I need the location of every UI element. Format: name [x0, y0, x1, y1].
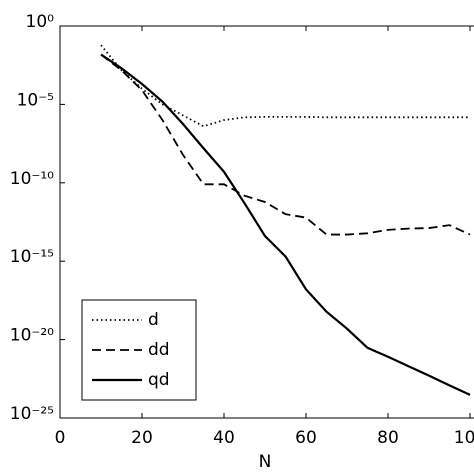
axes-frame	[59, 25, 474, 419]
x-tick-label: 0	[55, 428, 66, 448]
y-tick-label: 10⁻⁵	[17, 90, 54, 110]
x-tick-label: 100	[454, 428, 474, 448]
x-tick-label: 20	[131, 428, 153, 448]
series-line	[100, 53, 471, 396]
legend-label: dd	[148, 340, 170, 360]
legend-label: d	[148, 310, 159, 330]
x-tick-label: 40	[213, 428, 235, 448]
y-tick-label: 10⁻²⁵	[10, 404, 54, 424]
x-tick-label: 60	[295, 428, 317, 448]
y-tick-label: 10⁰	[26, 12, 55, 32]
y-tick-label: 10⁻¹⁵	[10, 247, 54, 267]
legend-label: qd	[148, 370, 170, 390]
x-tick-label: 80	[377, 428, 399, 448]
y-tick-label: 10⁻²⁰	[10, 326, 54, 346]
series-line	[100, 53, 471, 236]
series-line	[100, 44, 470, 128]
y-tick-label: 10⁻¹⁰	[10, 169, 54, 189]
x-axis-label: N	[259, 452, 272, 472]
